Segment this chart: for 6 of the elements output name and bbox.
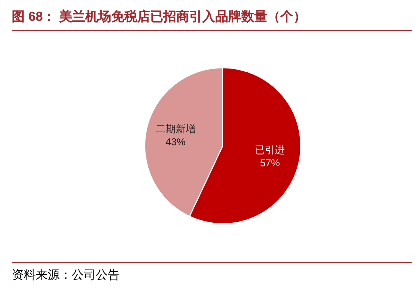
- chart-title: 图 68： 美兰机场免税店已招商引入品牌数量（个）: [12, 8, 412, 31]
- text: 资料来源：公司公告: [12, 262, 412, 284]
- data-label: 57%: [260, 158, 280, 170]
- data-label: 43%: [166, 137, 186, 148]
- slice-label: 已引进: [255, 144, 286, 157]
- slice-label: 二期新增: [156, 123, 196, 136]
